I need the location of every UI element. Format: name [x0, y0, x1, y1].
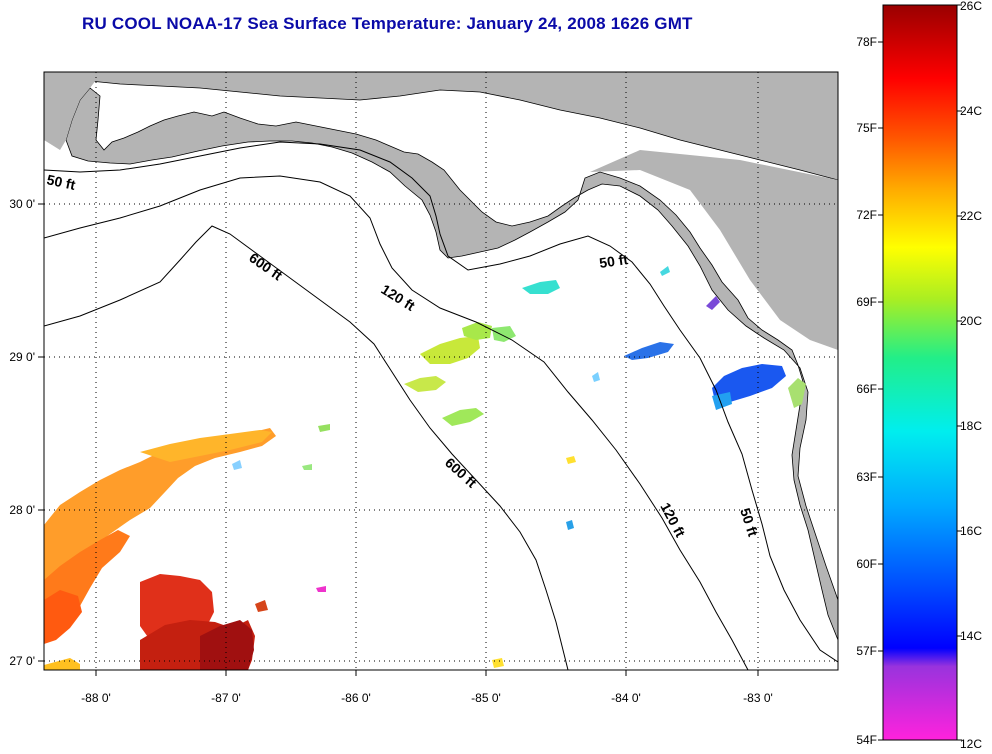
lat-tick-label: 29 0'	[9, 350, 35, 364]
lat-tick-label: 27 0'	[9, 654, 35, 668]
colorbar-f-label: 63F	[856, 470, 877, 484]
plot-frame	[43, 71, 839, 671]
colorbar-f-label: 69F	[856, 295, 877, 309]
colorbar-c-label: 24C	[960, 104, 982, 118]
colorbar-f-label: 78F	[856, 35, 877, 49]
lon-tick-label: -84 0'	[611, 691, 641, 705]
colorbar-c-label: 20C	[960, 314, 982, 328]
colorbar-f-label: 66F	[856, 382, 877, 396]
tick-marks	[38, 203, 759, 676]
lon-tick-label: -85 0'	[471, 691, 501, 705]
colorbar-f-label: 75F	[856, 121, 877, 135]
colorbar-c-label: 16C	[960, 524, 982, 538]
depth-label: 50 ft	[598, 251, 629, 271]
colorbar-f-label: 54F	[856, 733, 877, 747]
colorbar-c-label: 14C	[960, 629, 982, 643]
lat-tick-label: 28 0'	[9, 503, 35, 517]
colorbar-c-label: 18C	[960, 419, 982, 433]
depth-contours	[44, 141, 838, 670]
colorbar-f-label: 72F	[856, 208, 877, 222]
colorbar-c-label: 26C	[960, 0, 982, 13]
lon-tick-label: -87 0'	[211, 691, 241, 705]
colorbar-c-label: 22C	[960, 209, 982, 223]
chart-title: RU COOL NOAA-17 Sea Surface Temperature:…	[82, 14, 693, 33]
lon-tick-label: -83 0'	[743, 691, 773, 705]
colorbar-ticks	[878, 4, 962, 741]
lon-tick-label: -88 0'	[81, 691, 111, 705]
colorbar-f-label: 57F	[856, 644, 877, 658]
depth-label: 50 ft	[45, 171, 77, 193]
lon-tick-label: -86 0'	[341, 691, 371, 705]
colorbar	[882, 4, 958, 741]
lat-tick-label: 30 0'	[9, 197, 35, 211]
colorbar-c-label: 12C	[960, 737, 982, 751]
colorbar-f-label: 60F	[856, 557, 877, 571]
